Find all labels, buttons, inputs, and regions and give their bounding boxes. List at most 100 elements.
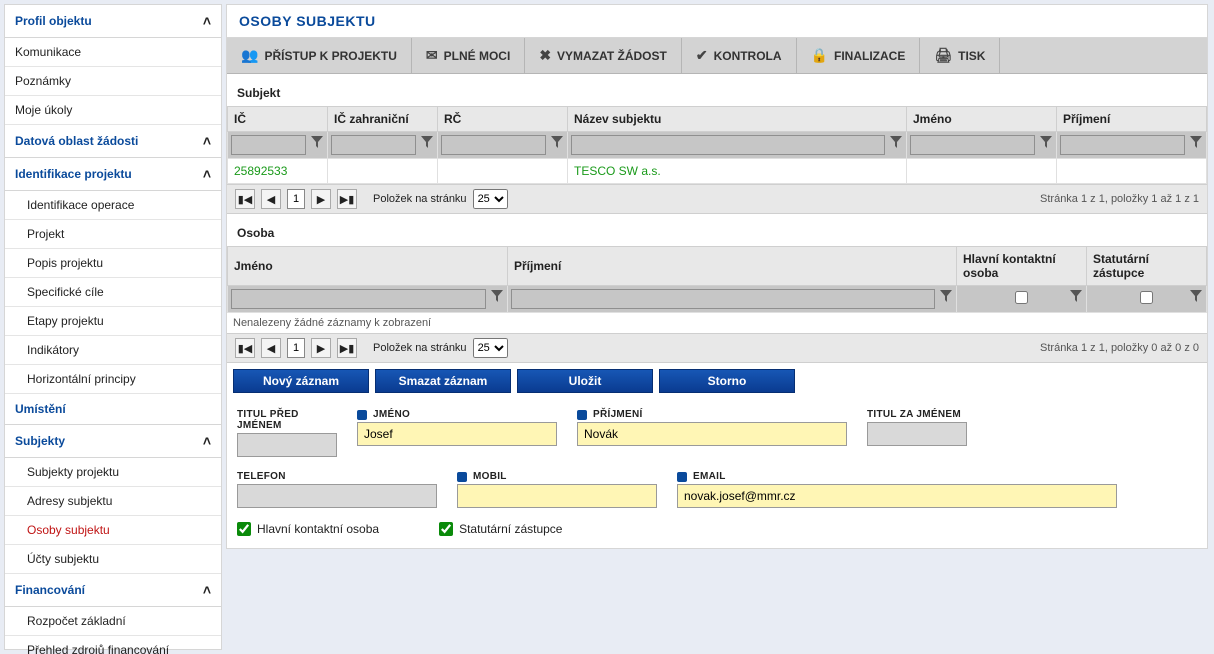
filter-input-ic_for[interactable] — [331, 135, 416, 155]
toolbar-label: FINALIZACE — [834, 49, 905, 63]
toolbar-print[interactable]: 🖨TISK — [920, 38, 1000, 73]
filter-icon[interactable] — [311, 136, 323, 148]
label-firstname: JMÉNO — [357, 409, 557, 420]
filter-icon[interactable] — [1070, 290, 1082, 302]
toolbar-label: PŘÍSTUP K PROJEKTU — [264, 49, 396, 63]
main-area: OSOBY SUBJEKTU 👥PŘÍSTUP K PROJEKTU✉PLNÉ … — [226, 0, 1214, 654]
cell-lastname — [1057, 159, 1207, 184]
input-firstname[interactable] — [357, 422, 557, 446]
filter-input-firstname[interactable] — [231, 289, 486, 309]
col-header-name[interactable]: Název subjektu — [568, 107, 907, 132]
input-phone[interactable] — [237, 484, 437, 508]
nav-section-financov-n-[interactable]: Financování˄ — [5, 574, 221, 607]
toolbar-delete-request[interactable]: ✖VYMAZAT ŽÁDOST — [525, 38, 682, 73]
input-title-after[interactable] — [867, 422, 967, 446]
per-page-select[interactable]: 25 — [473, 189, 508, 209]
pager-last[interactable]: ▶▮ — [337, 338, 357, 358]
filter-icon[interactable] — [890, 136, 902, 148]
nav-item-osoby-subjektu[interactable]: Osoby subjektu — [5, 516, 221, 545]
col-header-firstname[interactable]: Jméno — [907, 107, 1057, 132]
pager-page-input[interactable] — [287, 189, 305, 209]
table-row[interactable]: 25892533 TESCO SW a.s. — [228, 159, 1207, 184]
left-nav: Profil objektu˄KomunikacePoznámkyMoje úk… — [4, 4, 222, 650]
filter-icon[interactable] — [491, 290, 503, 302]
toolbar: 👥PŘÍSTUP K PROJEKTU ✉ PLNÉ MOCI ✖VYMAZAT ŽÁ… — [227, 38, 1207, 74]
toolbar-check[interactable]: ✔KONTROLA — [682, 38, 797, 73]
toolbar-label: PLNÉ MOCI — [444, 49, 511, 63]
nav-item-p-ehled-zdroj-financov-n-[interactable]: Přehled zdrojů financování — [5, 636, 221, 654]
input-lastname[interactable] — [577, 422, 847, 446]
cell-ic: 25892533 — [228, 159, 328, 184]
filter-input-lastname[interactable] — [1060, 135, 1185, 155]
delete-record-button[interactable]: Smazat záznam — [375, 369, 511, 393]
chk-statutory[interactable]: Statutární zástupce — [439, 522, 562, 536]
nav-item-projekt[interactable]: Projekt — [5, 220, 221, 249]
nav-item-identifikace-operace[interactable]: Identifikace operace — [5, 191, 221, 220]
nav-section-subjekty[interactable]: Subjekty˄ — [5, 425, 221, 458]
filter-icon[interactable] — [1190, 136, 1202, 148]
filter-icon[interactable] — [551, 136, 563, 148]
pager-next[interactable]: ▶ — [311, 338, 331, 358]
nav-item-indik-tory[interactable]: Indikátory — [5, 336, 221, 365]
filter-check-stat[interactable] — [1140, 291, 1153, 304]
chk-main-contact[interactable]: Hlavní kontaktní osoba — [237, 522, 379, 536]
nav-section-profil-objektu[interactable]: Profil objektu˄ — [5, 5, 221, 38]
input-mobile[interactable] — [457, 484, 657, 508]
pager-first[interactable]: ▮◀ — [235, 338, 255, 358]
input-email[interactable] — [677, 484, 1117, 508]
col-header-ic_for[interactable]: IČ zahraniční — [328, 107, 438, 132]
subject-heading: Subjekt — [227, 74, 1207, 106]
nav-item-komunikace[interactable]: Komunikace — [5, 38, 221, 67]
new-record-button[interactable]: Nový záznam — [233, 369, 369, 393]
nav-item-specifick-c-le[interactable]: Specifické cíle — [5, 278, 221, 307]
pager-page-input[interactable] — [287, 338, 305, 358]
nav-item--ty-subjektu[interactable]: Účty subjektu — [5, 545, 221, 574]
col-header-lastname[interactable]: Příjmení — [1057, 107, 1207, 132]
person-heading: Osoba — [227, 214, 1207, 246]
nav-section-datov-oblast-dosti[interactable]: Datová oblast žádosti˄ — [5, 125, 221, 158]
col-header-rc[interactable]: RČ — [438, 107, 568, 132]
nav-item-adresy-subjektu[interactable]: Adresy subjektu — [5, 487, 221, 516]
filter-check-main[interactable] — [1015, 291, 1028, 304]
col-header-firstname[interactable]: Jméno — [228, 247, 508, 286]
nav-item-horizont-ln-principy[interactable]: Horizontální principy — [5, 365, 221, 394]
col-header-ic[interactable]: IČ — [228, 107, 328, 132]
powers-of-attorney-icon: ✉ — [426, 47, 438, 64]
filter-input-firstname[interactable] — [910, 135, 1035, 155]
nav-item-rozpo-et-z-kladn-[interactable]: Rozpočet základní — [5, 607, 221, 636]
filter-icon[interactable] — [940, 290, 952, 302]
cell-name: TESCO SW a.s. — [568, 159, 907, 184]
per-page-select[interactable]: 25 — [473, 338, 508, 358]
toolbar-access-project[interactable]: 👥PŘÍSTUP K PROJEKTU — [227, 38, 412, 73]
save-button[interactable]: Uložit — [517, 369, 653, 393]
toolbar-label: TISK — [958, 49, 985, 63]
filter-input-ic[interactable] — [231, 135, 306, 155]
toolbar-finalize[interactable]: 🔒FINALIZACE — [797, 38, 921, 73]
toolbar-powers-of-attorney[interactable]: ✉ PLNÉ MOCI — [412, 38, 525, 73]
nav-section-um-st-n-[interactable]: Umístění — [5, 394, 221, 425]
filter-input-lastname[interactable] — [511, 289, 935, 309]
delete-request-icon: ✖ — [539, 47, 551, 64]
input-title-before[interactable] — [237, 433, 337, 457]
filter-icon[interactable] — [421, 136, 433, 148]
nav-item-etapy-projektu[interactable]: Etapy projektu — [5, 307, 221, 336]
pager-last[interactable]: ▶▮ — [337, 189, 357, 209]
nav-item-pozn-mky[interactable]: Poznámky — [5, 67, 221, 96]
nav-item-popis-projektu[interactable]: Popis projektu — [5, 249, 221, 278]
filter-icon[interactable] — [1040, 136, 1052, 148]
col-header-main[interactable]: Hlavní kontaktní osoba — [957, 247, 1087, 286]
col-header-stat[interactable]: Statutární zástupce — [1087, 247, 1207, 286]
filter-input-name[interactable] — [571, 135, 885, 155]
col-header-lastname[interactable]: Příjmení — [508, 247, 957, 286]
filter-icon[interactable] — [1190, 290, 1202, 302]
pager-first[interactable]: ▮◀ — [235, 189, 255, 209]
nav-section-identifikace-projektu[interactable]: Identifikace projektu˄ — [5, 158, 221, 191]
pager-prev[interactable]: ◀ — [261, 338, 281, 358]
pager-next[interactable]: ▶ — [311, 189, 331, 209]
pager-prev[interactable]: ◀ — [261, 189, 281, 209]
nav-item-moje-koly[interactable]: Moje úkoly — [5, 96, 221, 125]
cancel-button[interactable]: Storno — [659, 369, 795, 393]
filter-input-rc[interactable] — [441, 135, 546, 155]
per-page-label: Položek na stránku — [373, 342, 467, 354]
nav-item-subjekty-projektu[interactable]: Subjekty projektu — [5, 458, 221, 487]
